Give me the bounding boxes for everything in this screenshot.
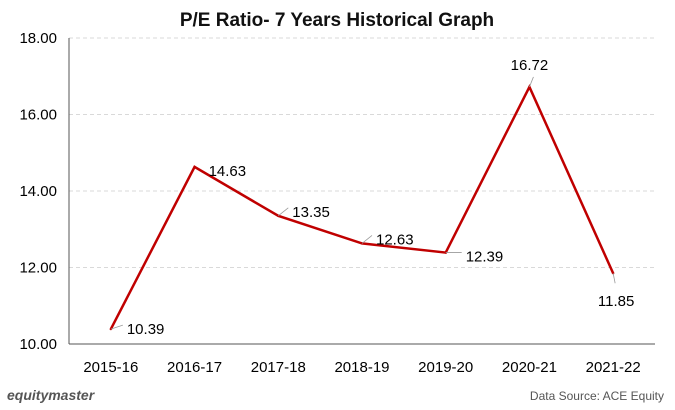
y-tick-label: 12.00: [19, 260, 57, 277]
label-leader-line: [278, 208, 288, 216]
data-label: 13.35: [292, 204, 330, 221]
label-leader-line: [613, 273, 615, 283]
gridlines: [69, 38, 655, 268]
data-point: [193, 166, 195, 168]
label-leader-line: [529, 77, 533, 87]
data-labels: 10.39 14.63 13.35 12.63 12.39 16.72 11.85: [111, 57, 635, 338]
y-axis-ticks: 10.00 12.00 14.00 16.00 18.00: [19, 30, 57, 353]
y-tick-label: 16.00: [19, 107, 57, 124]
data-label: 10.39: [127, 321, 165, 338]
x-tick-label: 2016-17: [167, 359, 222, 376]
series-line: [111, 87, 613, 329]
x-tick-label: 2015-16: [83, 359, 138, 376]
x-tick-label: 2021-22: [586, 359, 641, 376]
data-source-note: Data Source: ACE Equity: [530, 389, 664, 403]
x-tick-label: 2018-19: [334, 359, 389, 376]
x-tick-label: 2017-18: [251, 359, 306, 376]
data-label: 11.85: [598, 293, 634, 310]
x-tick-label: 2019-20: [418, 359, 473, 376]
y-tick-label: 18.00: [19, 30, 57, 47]
data-label: 16.72: [511, 57, 549, 74]
chart-title: P/E Ratio- 7 Years Historical Graph: [180, 10, 494, 31]
x-tick-label: 2020-21: [502, 359, 557, 376]
data-label: 12.39: [466, 249, 504, 266]
y-tick-label: 14.00: [19, 183, 57, 200]
brand-logo-text: equitymaster: [7, 387, 94, 403]
x-axis-ticks: 2015-16 2016-17 2017-18 2018-19 2019-20 2020-…: [83, 359, 640, 376]
y-tick-label: 10.00: [19, 336, 57, 353]
data-label: 14.63: [209, 163, 247, 180]
data-label: 12.63: [376, 231, 414, 248]
label-leader-line: [362, 235, 372, 243]
series-pe-ratio: [110, 86, 615, 331]
